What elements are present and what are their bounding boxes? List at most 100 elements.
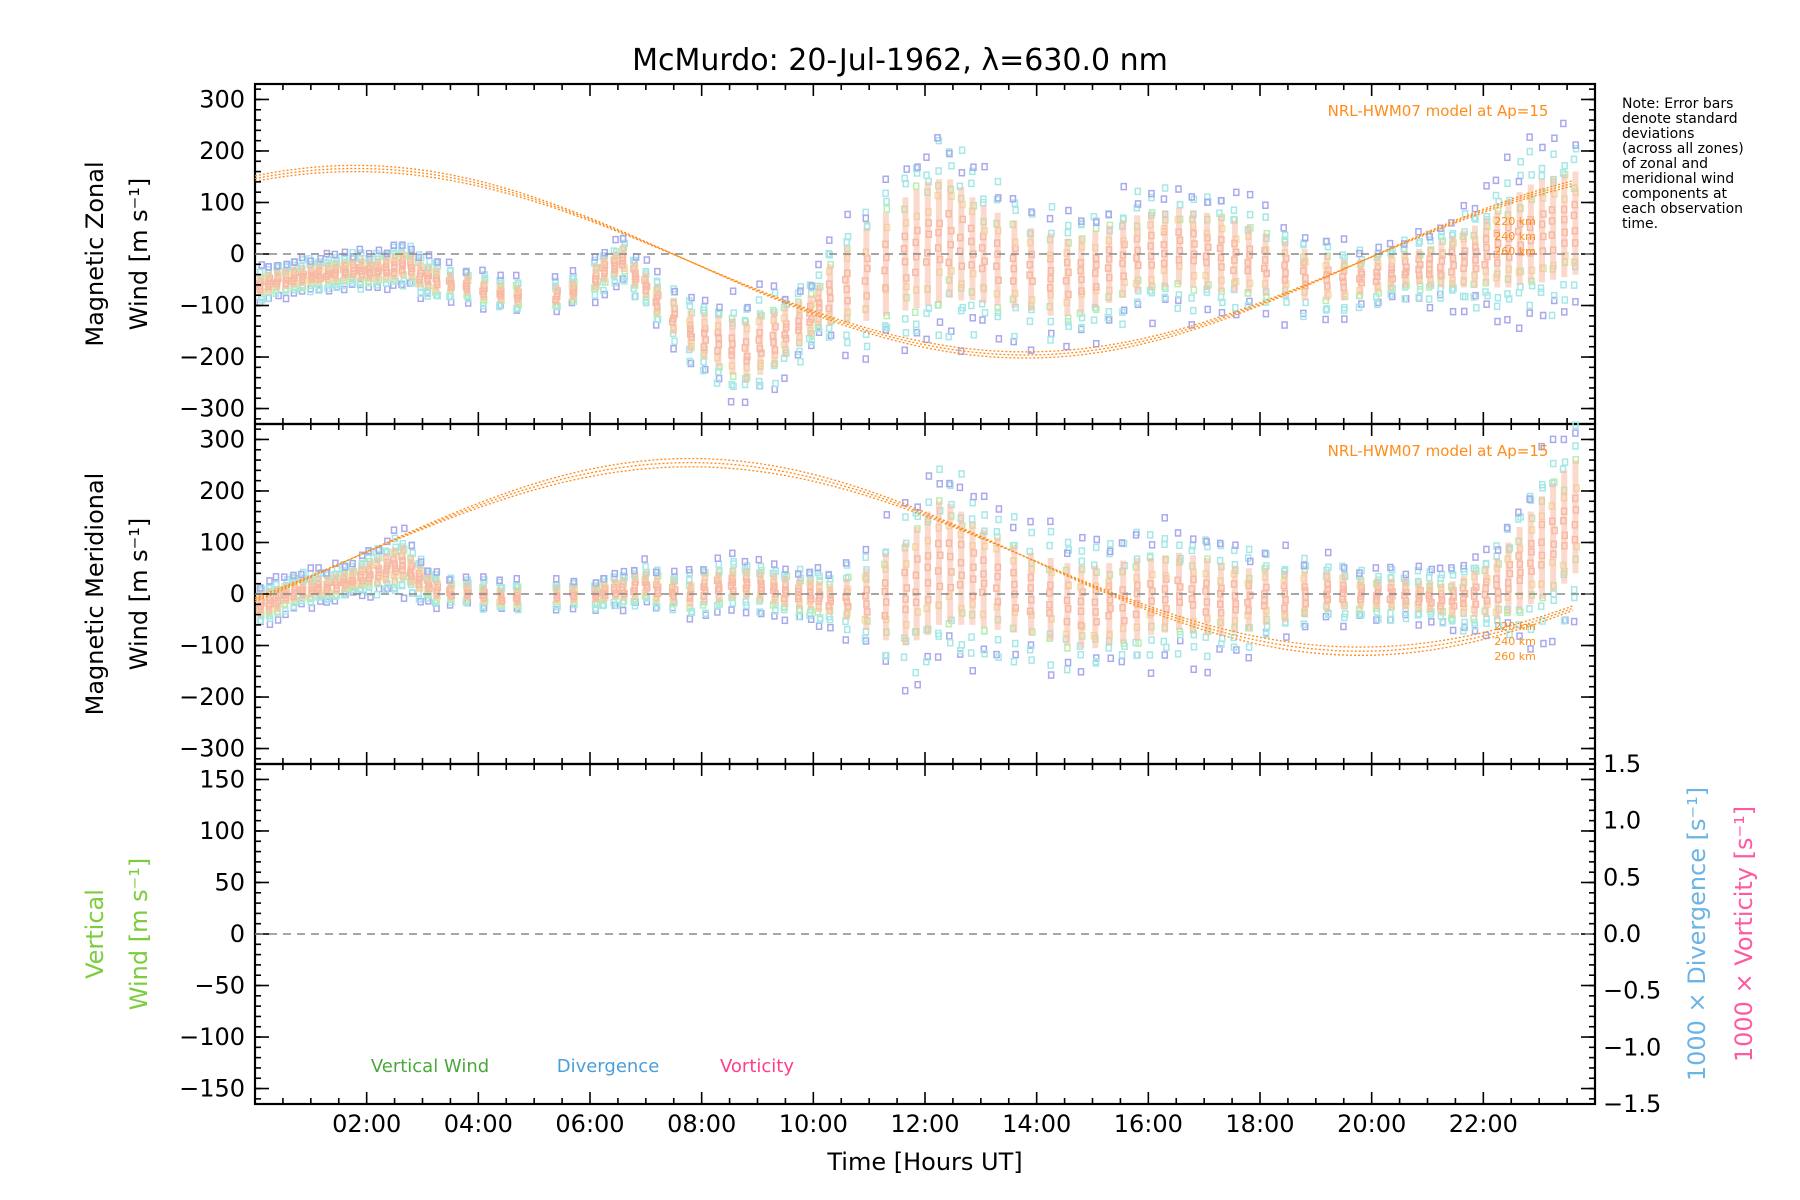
observation-point <box>464 299 472 307</box>
observation-point <box>1356 569 1363 577</box>
note-line: time. <box>1622 216 1658 232</box>
observation-point <box>1516 632 1523 640</box>
observation-point <box>317 255 324 263</box>
observation-point <box>670 345 677 353</box>
observation-point <box>1375 243 1382 252</box>
observation-bar <box>307 264 314 285</box>
observation-point <box>1436 564 1444 573</box>
observation-bar <box>612 251 619 278</box>
right-y-tick-label: 1.5 <box>1603 750 1641 778</box>
observation-point <box>1120 182 1128 191</box>
note-line: deviations <box>1622 126 1694 142</box>
observation-bar <box>1572 171 1579 275</box>
observation-point <box>1415 621 1422 629</box>
observation-point <box>994 308 1002 317</box>
observation-bar <box>743 320 750 383</box>
observation-bar <box>464 582 471 601</box>
observation-bar <box>958 187 965 301</box>
observation-point <box>479 266 486 275</box>
observation-bar <box>480 279 487 301</box>
observation-point <box>1492 176 1500 185</box>
observation-bar <box>1483 217 1490 285</box>
observation-point <box>1011 513 1018 521</box>
observation-bar <box>1374 256 1381 293</box>
observation-point <box>432 259 440 267</box>
observation-bar <box>1538 496 1545 600</box>
observation-point <box>1106 547 1114 556</box>
observation-point <box>315 286 323 294</box>
observation-bar <box>1505 542 1512 615</box>
observation-point <box>883 323 891 332</box>
observation-point <box>728 380 735 389</box>
observation-bar <box>701 313 708 360</box>
observation-point <box>601 290 609 299</box>
zonal-model-label: NRL-HWM07 model at Ap=15 <box>1328 102 1549 120</box>
observation-point <box>1078 323 1085 332</box>
observation-point <box>993 195 1001 204</box>
observation-point <box>1437 574 1444 583</box>
observation-point <box>914 680 921 689</box>
meridional-alt-220: 220 km <box>1494 620 1536 633</box>
observation-point <box>1190 665 1197 674</box>
observation-bar <box>631 573 638 600</box>
x-tick-label: 14:00 <box>1002 1110 1071 1138</box>
observation-point <box>1449 626 1457 635</box>
observation-point <box>433 568 441 576</box>
observation-point <box>671 287 679 296</box>
observation-point <box>289 573 296 582</box>
observation-point <box>1118 539 1126 547</box>
observation-point <box>1134 187 1142 196</box>
observation-bar <box>947 179 954 298</box>
observation-bar <box>1047 557 1054 641</box>
observation-point <box>1372 564 1380 572</box>
observation-point <box>1190 642 1198 651</box>
y-tick-label: −100 <box>179 632 245 660</box>
observation-point <box>654 267 661 276</box>
observation-bar <box>1561 174 1568 278</box>
observation-bar <box>324 575 331 597</box>
observation-bar <box>497 587 504 606</box>
observation-point <box>512 271 520 280</box>
observation-bar <box>514 284 521 306</box>
observation-point <box>1093 535 1101 544</box>
observation-bar <box>299 265 306 286</box>
observation-point <box>1176 636 1184 645</box>
observation-bar <box>433 268 440 292</box>
observation-point <box>686 302 694 310</box>
observation-point <box>1549 435 1557 444</box>
observation-point <box>308 604 316 612</box>
observation-point <box>1505 295 1513 303</box>
observation-point <box>1161 651 1169 659</box>
observation-point <box>980 645 988 654</box>
observation-bar <box>1245 225 1252 293</box>
observation-point <box>967 649 975 657</box>
observation-bar <box>1416 248 1423 285</box>
observation-point <box>1190 286 1198 294</box>
observation-point <box>771 289 779 297</box>
observation-point <box>1148 541 1156 549</box>
observation-bar <box>1078 235 1085 314</box>
observation-point <box>862 214 870 223</box>
observation-point <box>1133 651 1140 659</box>
observation-point <box>1281 231 1289 240</box>
observation-point <box>685 565 693 574</box>
note-line: meridional wind <box>1622 171 1734 187</box>
observation-point <box>1300 620 1308 628</box>
observation-point <box>307 287 314 296</box>
y-tick-label: −300 <box>179 735 245 763</box>
observation-point <box>741 398 749 407</box>
observation-point <box>612 235 619 244</box>
observation-point <box>653 315 661 323</box>
observation-point <box>1473 304 1480 312</box>
observation-point <box>671 567 678 576</box>
observation-bar <box>1460 575 1467 618</box>
observation-point <box>1538 480 1546 489</box>
observation-bar <box>1324 254 1330 301</box>
observation-point <box>936 318 944 326</box>
observation-bar <box>796 578 803 610</box>
observation-point <box>332 559 339 568</box>
observation-bar <box>282 268 289 290</box>
observation-bar <box>1438 241 1445 288</box>
observation-point <box>632 292 639 300</box>
observation-point <box>1146 651 1154 659</box>
